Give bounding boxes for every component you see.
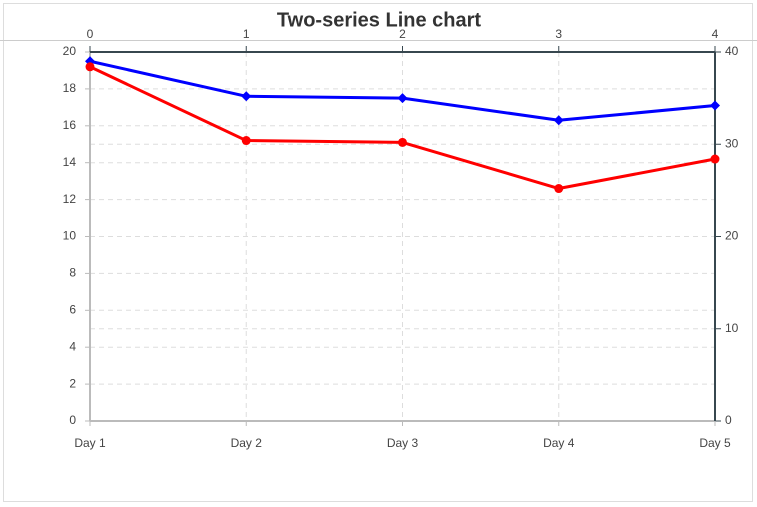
point — [241, 136, 251, 146]
y-tick-label: 2 — [69, 376, 76, 390]
y-tick-label: 16 — [63, 118, 77, 132]
x-tick-label: Day 3 — [387, 436, 419, 450]
x-tick-label: Day 4 — [543, 436, 575, 450]
point — [241, 91, 252, 102]
x-tick-label: Day 1 — [74, 436, 106, 450]
x2-tick-label: 2 — [399, 27, 406, 41]
y-tick-label: 12 — [63, 192, 77, 206]
x2-tick-label: 0 — [87, 27, 94, 41]
point — [397, 93, 408, 104]
x-tick-label: Day 2 — [231, 436, 263, 450]
point — [554, 184, 564, 194]
y2-tick-label: 20 — [725, 229, 739, 243]
y2-tick-label: 30 — [725, 136, 739, 150]
point — [710, 154, 720, 164]
point — [710, 100, 720, 111]
y-tick-label: 20 — [63, 44, 77, 58]
y-tick-label: 14 — [63, 155, 77, 169]
y2-tick-label: 40 — [725, 44, 739, 58]
point — [398, 137, 407, 147]
y-tick-label: 10 — [63, 229, 77, 243]
x-tick-label: Day 5 — [699, 436, 731, 450]
y2-tick-label: 0 — [725, 413, 732, 427]
x2-tick-label: 4 — [712, 27, 719, 41]
x2-tick-label: 3 — [555, 27, 562, 41]
y2-tick-label: 10 — [725, 321, 739, 335]
x2-tick-label: 1 — [243, 27, 250, 41]
y-tick-label: 4 — [69, 339, 76, 353]
y-tick-label: 0 — [69, 413, 76, 427]
y-tick-label: 6 — [69, 302, 76, 316]
chart-title: Two-series Line chart — [277, 9, 481, 31]
point — [553, 115, 564, 126]
point — [85, 62, 95, 72]
y-tick-label: 8 — [69, 266, 76, 280]
y-tick-label: 18 — [63, 81, 77, 95]
chart-border — [3, 3, 753, 502]
